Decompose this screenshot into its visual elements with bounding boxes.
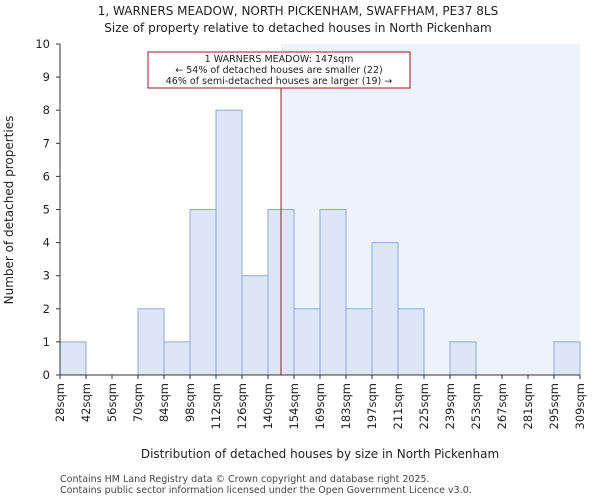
x-tick-label: 267sqm [495, 383, 509, 429]
plot-area: 0 1 2 3 4 5 6 7 8 9 10 28sqm 42sqm 56sqm 70sqm 84sqm 98s… [35, 37, 587, 429]
x-tick-label: 98sqm [183, 383, 197, 422]
y-tick-label: 9 [43, 70, 50, 84]
histogram-bar [345, 308, 373, 376]
footer-licence: Contains public sector information licen… [60, 485, 472, 496]
y-tick-label: 2 [43, 302, 50, 316]
x-tick-label: 154sqm [287, 383, 301, 429]
x-tick-label: 253sqm [469, 383, 483, 429]
y-axis-label: Number of detached properties [2, 116, 16, 305]
histogram-bar [215, 109, 243, 376]
x-tick-label: 126sqm [235, 383, 249, 429]
histogram-bar [137, 308, 165, 376]
x-tick-label: 70sqm [131, 383, 145, 422]
chart-subtitle: Size of property relative to detached ho… [104, 21, 491, 35]
x-tick-label: 112sqm [209, 383, 223, 429]
x-tick-label: 28sqm [53, 383, 67, 422]
y-tick-label: 3 [43, 269, 50, 283]
x-tick-label: 84sqm [157, 383, 171, 422]
y-tick-label: 4 [43, 236, 50, 250]
x-tick-label: 56sqm [105, 383, 119, 422]
annotation-box [147, 51, 411, 89]
footer-copyright: Contains HM Land Registry data © Crown c… [60, 474, 430, 485]
y-tick-label: 1 [43, 335, 50, 349]
histogram-bar [163, 341, 191, 376]
histogram-bar [371, 242, 399, 376]
histogram-bar [59, 341, 87, 376]
x-tick-label: 169sqm [313, 383, 327, 429]
chart-title: 1, WARNERS MEADOW, NORTH PICKENHAM, SWAF… [98, 4, 498, 18]
annotation-line: 46% of semi-detached houses are larger (… [166, 76, 393, 87]
y-tick-label: 10 [35, 37, 50, 51]
histogram-bar [397, 308, 425, 376]
y-tick-label: 0 [43, 368, 50, 382]
histogram-bar [241, 275, 269, 376]
histogram-bar [189, 209, 217, 376]
x-axis-label: Distribution of detached houses by size … [141, 447, 499, 461]
y-tick-label: 6 [43, 169, 50, 183]
x-tick-label: 183sqm [339, 383, 353, 429]
x-tick-label: 140sqm [261, 383, 275, 429]
x-tick-label: 295sqm [547, 383, 561, 429]
y-tick-label: 7 [43, 136, 50, 150]
y-tick-label: 5 [43, 203, 50, 217]
x-tick-label: 42sqm [79, 383, 93, 422]
annotation-line: ← 54% of detached houses are smaller (22… [175, 65, 382, 76]
x-tick-label: 309sqm [573, 383, 587, 429]
annotation-line: 1 WARNERS MEADOW: 147sqm [205, 54, 354, 65]
y-tick-label: 8 [43, 103, 50, 117]
histogram-bar [553, 341, 581, 376]
x-tick-label: 197sqm [365, 383, 379, 429]
x-tick-label: 239sqm [443, 383, 457, 429]
histogram-bar [319, 209, 347, 376]
x-tick-label: 211sqm [391, 383, 405, 429]
x-tick-label: 225sqm [417, 383, 431, 429]
histogram-bar [293, 308, 321, 376]
histogram-bar [449, 341, 477, 376]
x-tick-label: 281sqm [521, 383, 535, 429]
